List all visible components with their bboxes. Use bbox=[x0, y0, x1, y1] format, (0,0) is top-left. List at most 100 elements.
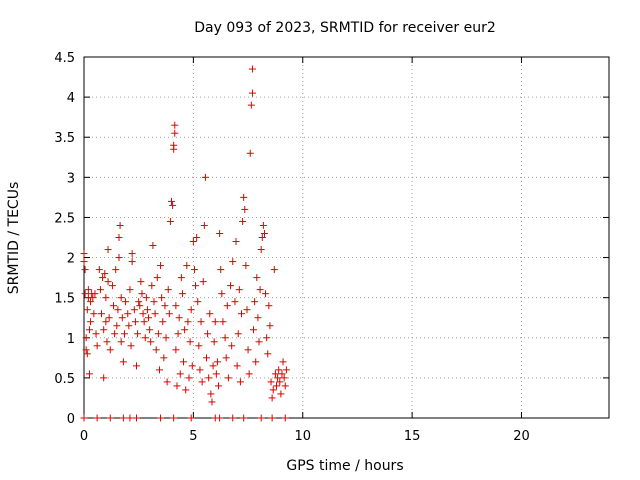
data-point bbox=[163, 378, 171, 386]
data-point bbox=[151, 310, 159, 318]
data-point bbox=[198, 378, 206, 386]
data-point bbox=[268, 394, 276, 402]
data-point bbox=[258, 234, 266, 241]
data-point bbox=[250, 326, 258, 334]
data-point bbox=[105, 314, 113, 322]
data-point bbox=[215, 382, 223, 390]
data-point bbox=[256, 286, 264, 294]
data-point bbox=[257, 414, 265, 422]
data-point bbox=[254, 314, 262, 322]
data-point bbox=[173, 382, 181, 390]
data-point bbox=[248, 89, 256, 97]
data-point bbox=[96, 286, 104, 294]
data-point bbox=[268, 414, 276, 422]
data-point bbox=[168, 197, 175, 205]
data-point bbox=[154, 330, 162, 338]
data-point bbox=[80, 258, 88, 266]
data-point bbox=[148, 282, 156, 290]
data-point bbox=[221, 334, 229, 342]
data-point bbox=[187, 306, 195, 314]
data-point bbox=[127, 342, 135, 350]
data-point bbox=[95, 266, 103, 274]
data-point bbox=[210, 338, 218, 346]
data-point bbox=[278, 370, 286, 378]
data-point bbox=[196, 366, 204, 374]
data-point bbox=[189, 238, 197, 246]
data-point bbox=[180, 358, 188, 366]
data-point bbox=[100, 374, 108, 382]
data-point bbox=[205, 374, 213, 382]
data-point bbox=[219, 318, 227, 326]
data-point bbox=[184, 318, 192, 326]
x-tick-label: 20 bbox=[513, 429, 530, 444]
data-point bbox=[279, 358, 287, 366]
chart-title: Day 093 of 2023, SRMTID for receiver eur… bbox=[194, 20, 496, 36]
data-point bbox=[98, 310, 105, 318]
data-point bbox=[83, 306, 91, 314]
data-point bbox=[200, 221, 208, 229]
y-tick-label: 2.5 bbox=[54, 211, 75, 226]
data-point bbox=[84, 286, 92, 294]
data-point bbox=[106, 414, 114, 422]
data-point bbox=[244, 346, 252, 354]
data-point bbox=[130, 306, 138, 314]
data-point bbox=[149, 242, 157, 250]
data-point bbox=[274, 374, 282, 382]
y-tick-label: 3.5 bbox=[54, 131, 75, 146]
data-point bbox=[192, 282, 200, 290]
data-point bbox=[208, 398, 216, 406]
data-point bbox=[165, 310, 173, 318]
data-point bbox=[134, 330, 142, 338]
data-point bbox=[178, 290, 186, 298]
data-point bbox=[280, 374, 288, 382]
data-point bbox=[195, 342, 203, 350]
data-point bbox=[162, 334, 170, 342]
data-point bbox=[238, 310, 245, 318]
x-tick-labels: 0 5 10 15 20 bbox=[80, 429, 530, 444]
data-point bbox=[251, 298, 259, 306]
data-point bbox=[209, 362, 217, 370]
data-point bbox=[266, 322, 274, 330]
data-point bbox=[188, 362, 196, 370]
data-point bbox=[112, 266, 120, 274]
axis-ticks bbox=[83, 56, 609, 419]
data-point bbox=[187, 414, 195, 422]
data-point bbox=[172, 302, 180, 310]
data-point bbox=[139, 310, 147, 318]
y-tick-label: 0.5 bbox=[54, 372, 75, 387]
data-point bbox=[170, 141, 178, 149]
data-point bbox=[155, 366, 163, 374]
data-point bbox=[231, 298, 239, 306]
data-point bbox=[228, 342, 236, 350]
data-point bbox=[269, 386, 277, 394]
y-tick-label: 4 bbox=[67, 91, 75, 106]
data-point bbox=[171, 129, 179, 137]
data-point bbox=[199, 278, 207, 286]
data-point bbox=[133, 414, 140, 422]
data-point bbox=[235, 286, 243, 294]
data-point bbox=[99, 274, 107, 282]
data-point bbox=[234, 330, 242, 338]
data-point bbox=[172, 346, 180, 354]
x-tick-label: 5 bbox=[189, 429, 197, 444]
data-point bbox=[128, 250, 136, 258]
data-point bbox=[141, 334, 149, 342]
data-point bbox=[223, 302, 231, 310]
data-point bbox=[170, 414, 178, 422]
data-point bbox=[206, 310, 214, 318]
data-point bbox=[81, 266, 89, 274]
y-axis-label: SRMTID / TECUs bbox=[6, 182, 22, 295]
data-point bbox=[92, 330, 100, 338]
data-point bbox=[166, 217, 174, 225]
data-point bbox=[232, 238, 240, 246]
data-point bbox=[87, 298, 95, 306]
data-point bbox=[101, 270, 109, 278]
data-point bbox=[80, 414, 88, 422]
data-point bbox=[252, 358, 260, 366]
data-point bbox=[142, 294, 150, 302]
data-point bbox=[273, 382, 280, 390]
y-tick-label: 4.5 bbox=[54, 51, 75, 66]
data-point bbox=[243, 306, 251, 314]
x-tick-label: 10 bbox=[294, 429, 311, 444]
